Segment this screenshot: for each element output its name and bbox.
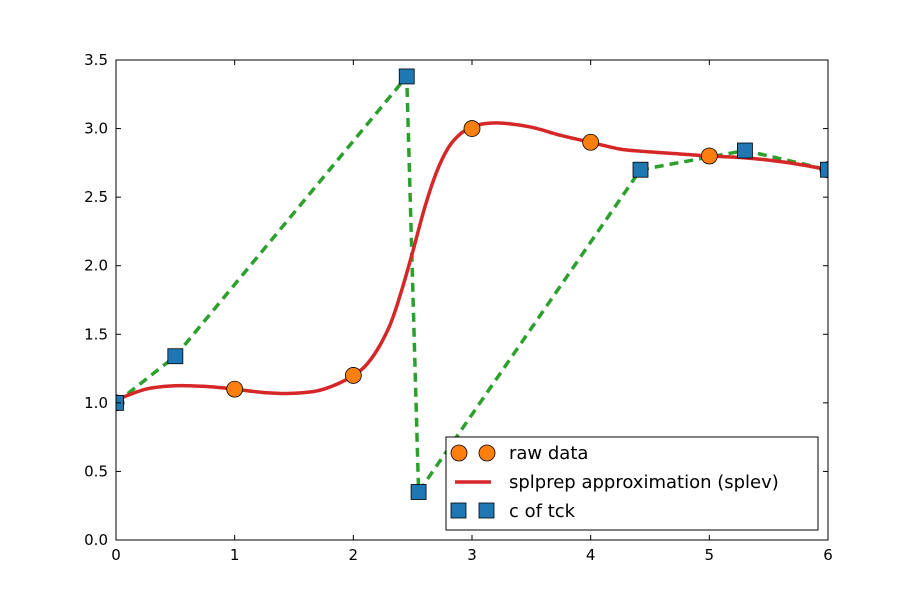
c-of-tck-point <box>410 484 427 500</box>
legend-entry-splprep: splprep approximation (splev) <box>455 472 779 493</box>
raw-data-point <box>463 120 481 137</box>
c-of-tck-point <box>632 161 649 178</box>
y-tick-label: 3.5 <box>84 51 108 69</box>
raw-data-point <box>226 380 244 398</box>
y-tick-label: 3.0 <box>84 120 108 138</box>
x-tick-label: 5 <box>705 546 715 564</box>
legend-square-marker <box>478 502 495 519</box>
x-tick-label: 6 <box>823 546 833 564</box>
raw-data-point <box>700 147 718 165</box>
legend: raw data splprep approximation (splev) c… <box>445 436 819 531</box>
c-of-tck-point <box>820 161 828 178</box>
series-layer <box>116 68 828 500</box>
ticks-layer: 0 1 2 3 4 5 6 0.0 0.5 1.0 1.5 2.0 2.5 3.0 3.5 <box>84 51 833 564</box>
legend-circle-marker <box>450 444 468 462</box>
x-tick-label: 2 <box>349 546 359 564</box>
raw-data-point <box>344 367 362 384</box>
raw-data-point <box>582 133 600 151</box>
legend-entry-raw-data: raw data <box>450 443 588 464</box>
legend-circle-marker <box>478 444 496 462</box>
legend-box <box>445 436 819 531</box>
y-tick-label: 2.5 <box>84 188 108 206</box>
legend-label: splprep approximation (splev) <box>509 472 779 493</box>
c-of-tck-point <box>737 142 753 159</box>
legend-label: raw data <box>509 443 588 464</box>
plot-area: 0 1 2 3 4 5 6 0.0 0.5 1.0 1.5 2.0 2.5 3.0 3.5 <box>84 51 833 564</box>
y-tick-label: 1.5 <box>84 325 108 343</box>
x-tick-label: 3 <box>467 546 477 564</box>
clipped-series <box>116 68 828 500</box>
c-of-tck-point <box>398 68 415 85</box>
legend-square-marker <box>450 502 467 519</box>
x-tick-label: 0 <box>111 546 121 564</box>
y-tick-label: 0.0 <box>84 531 108 549</box>
legend-entry-c-of-tck: c of tck <box>450 501 576 522</box>
c-of-tck-point <box>167 348 184 365</box>
y-tick-label: 2.0 <box>84 257 108 275</box>
x-tick-label: 1 <box>230 546 240 564</box>
x-tick-label: 4 <box>586 546 596 564</box>
y-tick-label: 0.5 <box>84 462 108 480</box>
y-tick-label: 1.0 <box>84 394 108 412</box>
legend-label: c of tck <box>509 501 576 522</box>
splprep-approximation-line <box>116 121 828 402</box>
